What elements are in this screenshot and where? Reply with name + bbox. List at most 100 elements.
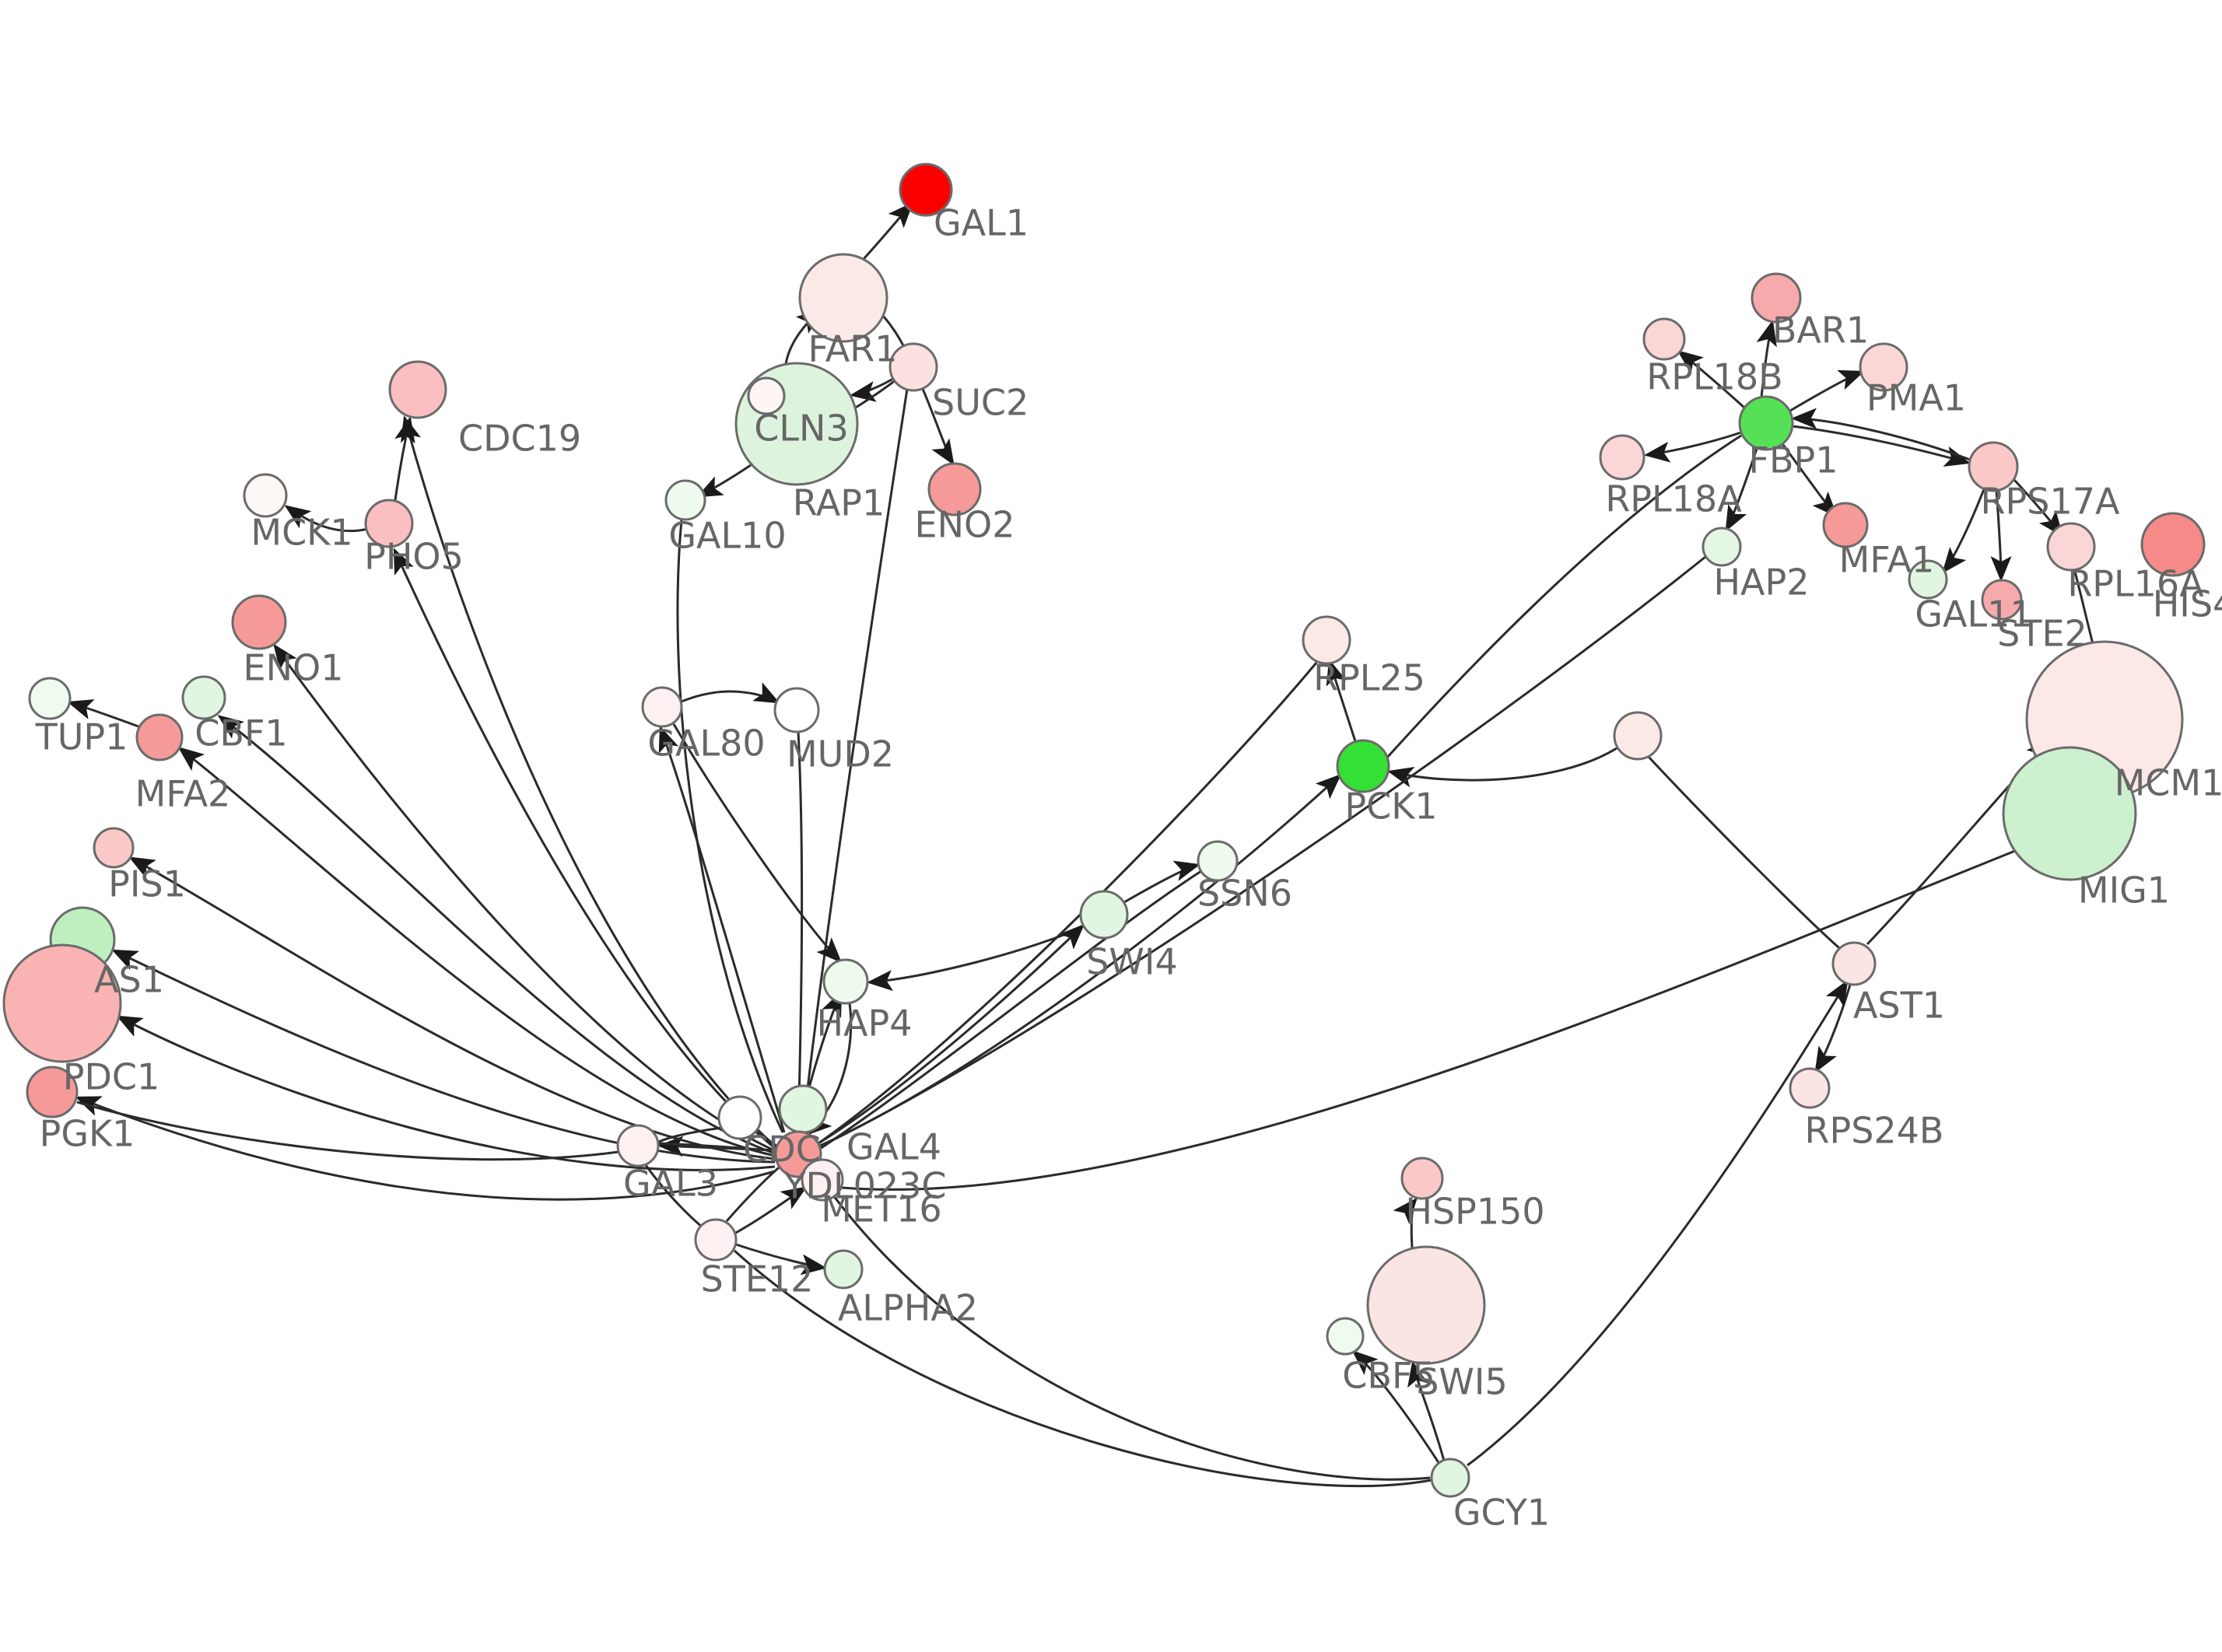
edge-fbp1-to-rpl18a[interactable] — [1644, 431, 1742, 463]
node-his4[interactable] — [2140, 512, 2206, 577]
edge-gal4-to-hap2[interactable] — [819, 555, 1706, 1148]
node-hap4[interactable] — [822, 958, 869, 1005]
node-rpl16a[interactable] — [2046, 522, 2096, 572]
edge-unlabeled1-to-ast1[interactable] — [1646, 754, 1845, 954]
node-pis1[interactable] — [93, 827, 135, 869]
node-far1[interactable] — [798, 253, 888, 343]
edge-fbp1-to-rps17a[interactable] — [1792, 425, 1971, 467]
node-swi5[interactable] — [1366, 1245, 1486, 1365]
edge-gal80-to-hap4[interactable] — [672, 723, 843, 964]
edge-rps17a-to-ste2[interactable] — [1990, 490, 2012, 582]
node-eno2[interactable] — [927, 462, 982, 516]
node-ast1[interactable] — [1831, 941, 1877, 986]
edge-gcy1-to-swi5[interactable] — [1407, 1360, 1446, 1461]
edge-gal4-to-as1[interactable] — [111, 949, 776, 1164]
node-rps17a[interactable] — [1968, 441, 2019, 492]
node-mck1[interactable] — [243, 473, 288, 518]
node-rps24b[interactable] — [1789, 1067, 1831, 1109]
edge-gal10-to-gal4[interactable] — [676, 519, 784, 1133]
edge-rps17a-to-fbp1[interactable] — [1791, 408, 1971, 461]
node-mig1[interactable] — [2002, 746, 2137, 881]
node-eno1[interactable] — [231, 594, 287, 650]
edge-pho5-to-mck1[interactable] — [284, 505, 369, 533]
node-ste2[interactable] — [1981, 579, 2023, 621]
node-gcy1[interactable] — [1430, 1458, 1470, 1498]
node-rpl18a[interactable] — [1599, 434, 1645, 481]
edge-mud2-to-gal4[interactable] — [797, 731, 804, 1132]
edge-gcy1-to-cbf5[interactable] — [1351, 1350, 1441, 1465]
node-pdc1[interactable] — [2, 943, 122, 1063]
edge-ast1-to-rps24b[interactable] — [1814, 984, 1852, 1073]
node-gal3[interactable] — [616, 1124, 660, 1167]
edge-gal4-to-pdc1[interactable] — [116, 1015, 776, 1171]
edge-swi5-to-hsp150[interactable] — [1393, 1197, 1418, 1248]
edge-fbp1-to-hap2[interactable] — [1725, 448, 1758, 532]
edge-far1-to-gal1[interactable] — [862, 201, 914, 261]
edge-ste12-to-ydl023c[interactable] — [734, 1186, 808, 1235]
node-gal1[interactable] — [899, 163, 953, 217]
edge-cln3-to-gal10[interactable] — [696, 464, 752, 498]
node-cbf1[interactable] — [181, 675, 226, 720]
edge-gal4-to-gcy1[interactable] — [814, 1170, 1431, 1481]
edge-ste12-to-alpha2[interactable] — [735, 1243, 827, 1276]
node-gal11[interactable] — [1908, 559, 1948, 600]
node-gal80[interactable] — [641, 686, 683, 728]
edge-fbp1-to-pck1[interactable] — [1385, 434, 1742, 760]
node-cdc19[interactable] — [388, 360, 447, 419]
edge-ste12-to-gal4[interactable] — [725, 1163, 783, 1222]
edge-gal3-to-pgk1[interactable] — [76, 1101, 619, 1161]
edge-gcy1-to-ast1[interactable] — [1467, 979, 1849, 1467]
node-met16[interactable] — [778, 1084, 828, 1134]
edge-suc2-to-eno2[interactable] — [921, 388, 955, 466]
node-suc2[interactable] — [888, 342, 938, 392]
node-ydl023c[interactable] — [801, 1158, 844, 1202]
edge-gal4-to-gal80[interactable] — [658, 726, 786, 1133]
node-pck1[interactable] — [1336, 739, 1390, 793]
edge-gal4-to-pis1[interactable] — [128, 856, 776, 1160]
edge-gal80-to-mud2[interactable] — [681, 682, 780, 704]
node-mud2[interactable] — [773, 687, 820, 733]
node-pma1[interactable] — [1859, 342, 1908, 392]
node-cln3-inner[interactable] — [747, 376, 786, 415]
edge-unlabeled1-to-pck1[interactable] — [1387, 747, 1617, 788]
node-gal10[interactable] — [664, 479, 706, 521]
node-swi4[interactable] — [1079, 890, 1129, 940]
node-bar1[interactable] — [1751, 272, 1802, 324]
edge-gal4-to-pgk1[interactable] — [75, 1096, 776, 1201]
edge-ste12-to-gcy1[interactable] — [733, 1249, 1432, 1487]
edge-fbp1-to-rpl18b[interactable] — [1677, 350, 1747, 410]
edge-suc2-to-gal4[interactable] — [801, 388, 909, 1130]
node-ssn6[interactable] — [1197, 840, 1239, 882]
edge-cdc-to-gal3[interactable] — [658, 1126, 723, 1143]
node-pho5[interactable] — [364, 499, 414, 548]
node-mfa1[interactable] — [1822, 502, 1869, 548]
edge-gal4-to-ssn6[interactable] — [819, 870, 1202, 1150]
edge-mfa2-to-tup1[interactable] — [67, 699, 139, 728]
node-cdc[interactable] — [717, 1095, 762, 1140]
node-hap2[interactable] — [1702, 527, 1742, 567]
edge-gal3-to-gal4[interactable] — [657, 1142, 777, 1153]
node-alpha2[interactable] — [823, 1249, 864, 1290]
edge-gal4-to-mfa2[interactable] — [177, 747, 776, 1157]
edge-pho5-to-cdc19[interactable] — [394, 416, 415, 501]
edge-gal4-to-cbf1[interactable] — [217, 715, 776, 1155]
edge-pck1-to-rpl25[interactable] — [1326, 659, 1357, 742]
edge-gal4-to-eno1[interactable] — [273, 643, 776, 1153]
edge-suc2-to-cln3[interactable] — [850, 377, 894, 402]
edge-swi4-to-hap4[interactable] — [867, 926, 1082, 992]
node-hsp150[interactable] — [1400, 1157, 1444, 1200]
edge-gal4-to-swi4[interactable] — [818, 923, 1085, 1145]
edge-rps17a-to-gal11[interactable] — [1942, 488, 1985, 574]
node-unlabeled1[interactable] — [1613, 711, 1663, 761]
node-rpl25[interactable] — [1302, 615, 1351, 665]
edge-fbp1-to-bar1[interactable] — [1756, 320, 1777, 398]
edge-fbp1-to-pma1[interactable] — [1789, 369, 1865, 412]
node-cbf5[interactable] — [1326, 1317, 1365, 1356]
edge-gal4-to-pck1[interactable] — [819, 773, 1342, 1147]
node-pgk1[interactable] — [26, 1066, 79, 1118]
edge-gal4-to-cdc19[interactable] — [400, 415, 777, 1149]
node-fbp1[interactable] — [1738, 395, 1794, 451]
node-rpl18b[interactable] — [1642, 317, 1686, 361]
node-mfa2[interactable] — [135, 713, 184, 761]
edge-ydl023c-to-mig1[interactable] — [841, 846, 2024, 1191]
